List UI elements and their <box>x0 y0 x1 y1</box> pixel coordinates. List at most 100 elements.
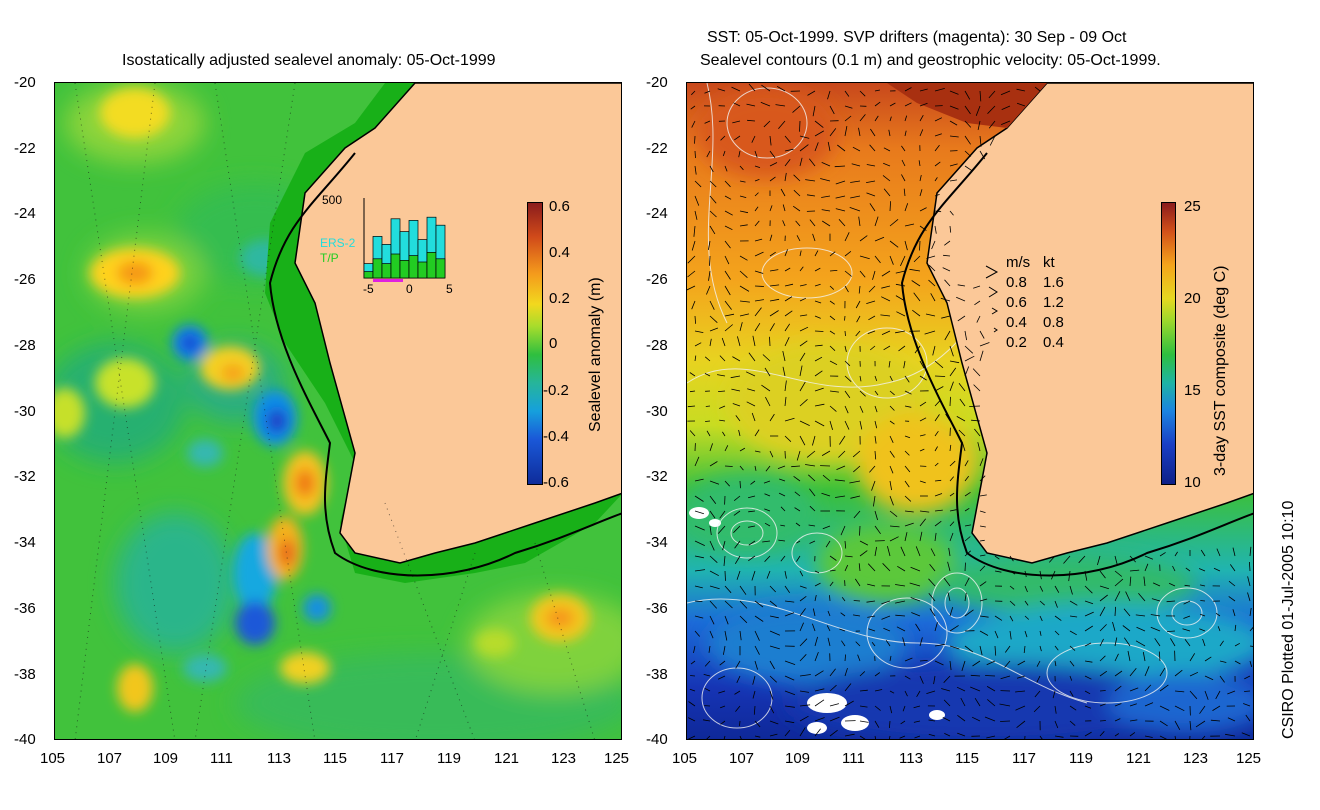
inset-bar-tp <box>399 260 410 279</box>
velocity-arrow <box>782 351 786 362</box>
velocity-arrow <box>1054 630 1060 636</box>
left-lon-tick: 105 <box>40 750 66 767</box>
velocity-arrow <box>784 249 788 257</box>
inset-bar-tp <box>363 271 374 279</box>
velocity-arrow <box>895 295 906 302</box>
velocity-arrow <box>687 270 696 278</box>
pass-count-inset: 500 ERS-2 T/P -5 0 5 <box>318 190 468 300</box>
velocity-arrow <box>1249 660 1253 668</box>
velocity-arrow <box>694 540 705 546</box>
velocity-arrow <box>972 368 981 377</box>
velocity-arrow <box>919 434 926 437</box>
velocity-arrow <box>694 478 704 482</box>
velocity-arrow <box>964 507 970 512</box>
velocity-arrow <box>979 342 990 347</box>
velocity-arrow <box>694 165 697 175</box>
velocity-arrow <box>694 600 703 602</box>
velocity-arrow <box>719 419 726 422</box>
velocity-arrow <box>748 510 756 513</box>
velocity-arrow <box>754 299 764 302</box>
velocity-arrow <box>1023 645 1026 654</box>
velocity-arrow <box>829 729 838 737</box>
velocity-arrow <box>1204 656 1212 662</box>
velocity-arrow <box>765 465 771 472</box>
velocity-arrow <box>866 180 876 183</box>
velocity-arrow <box>934 622 938 632</box>
velocity-row-ms: 0.6 <box>1006 294 1027 311</box>
velocity-arrow <box>949 367 957 377</box>
velocity-arrow <box>902 637 906 647</box>
velocity-arrow <box>705 135 711 142</box>
velocity-arrow <box>814 120 824 128</box>
velocity-arrow <box>835 495 846 498</box>
velocity-arrow <box>919 531 923 542</box>
velocity-arrow <box>1039 600 1045 606</box>
velocity-arrow <box>724 255 730 265</box>
velocity-arrow <box>1084 625 1094 632</box>
velocity-arrow <box>1114 733 1120 737</box>
velocity-arrow <box>739 465 744 471</box>
velocity-arrow <box>799 585 807 589</box>
velocity-arrow <box>919 375 927 381</box>
velocity-arrow <box>977 442 981 452</box>
velocity-arrow <box>1184 639 1191 647</box>
velocity-arrow <box>694 525 705 531</box>
velocity-arrow <box>974 697 981 707</box>
velocity-arrow <box>934 360 944 369</box>
velocity-arrow <box>688 701 696 707</box>
velocity-arrow <box>839 628 846 632</box>
velocity-arrow <box>859 735 866 739</box>
velocity-arrow <box>916 690 921 698</box>
velocity-arrow <box>1129 687 1139 692</box>
velocity-arrow <box>1114 591 1121 602</box>
velocity-arrow <box>709 585 720 590</box>
velocity-arrow <box>1039 585 1044 592</box>
velocity-arrow <box>889 525 900 528</box>
velocity-arrow <box>866 600 876 603</box>
velocity-header-ms: m/s <box>1006 254 1031 271</box>
left-lon-tick: 115 <box>323 750 347 767</box>
velocity-arrow <box>904 435 911 439</box>
velocity-arrow <box>754 238 763 242</box>
velocity-arrow <box>796 235 801 242</box>
velocity-arrow <box>1135 614 1146 617</box>
velocity-arrow <box>844 733 855 737</box>
velocity-arrow <box>897 565 906 572</box>
velocity-arrow <box>769 176 776 182</box>
velocity-arrow <box>1084 690 1091 695</box>
velocity-arrow <box>738 429 741 437</box>
velocity-arrow <box>929 563 936 572</box>
velocity-arrow <box>732 356 741 362</box>
velocity-arrow <box>1129 555 1136 563</box>
velocity-arrow <box>1084 705 1092 709</box>
velocity-arrow <box>691 240 696 251</box>
velocity-arrow <box>1049 555 1056 563</box>
velocity-arrow <box>844 540 847 549</box>
velocity-arrow <box>928 733 936 737</box>
velocity-arrow <box>706 150 711 158</box>
right-lat-tick: -24 <box>646 205 668 222</box>
velocity-arrow <box>904 450 910 456</box>
velocity-arrow <box>949 509 957 512</box>
velocity-arrow <box>934 225 937 234</box>
velocity-arrow <box>791 465 801 468</box>
velocity-arrow <box>799 435 806 446</box>
velocity-arrow <box>724 180 731 188</box>
velocity-arrow <box>1129 668 1137 677</box>
velocity-arrow <box>987 699 996 707</box>
velocity-arrow <box>859 90 866 97</box>
velocity-arrow <box>733 102 741 107</box>
velocity-arrow <box>687 285 696 291</box>
velocity-arrow <box>805 179 816 182</box>
velocity-arrow <box>821 220 831 227</box>
velocity-arrow <box>694 355 697 362</box>
velocity-arrow <box>859 720 869 723</box>
velocity-arrow <box>911 612 921 617</box>
velocity-arrow <box>949 105 959 110</box>
left-lat-tick: -36 <box>14 600 36 617</box>
velocity-arrow <box>1200 613 1206 617</box>
velocity-arrow <box>979 510 986 513</box>
velocity-arrow <box>856 315 861 323</box>
velocity-arrow <box>943 577 951 587</box>
velocity-arrow <box>704 90 711 94</box>
